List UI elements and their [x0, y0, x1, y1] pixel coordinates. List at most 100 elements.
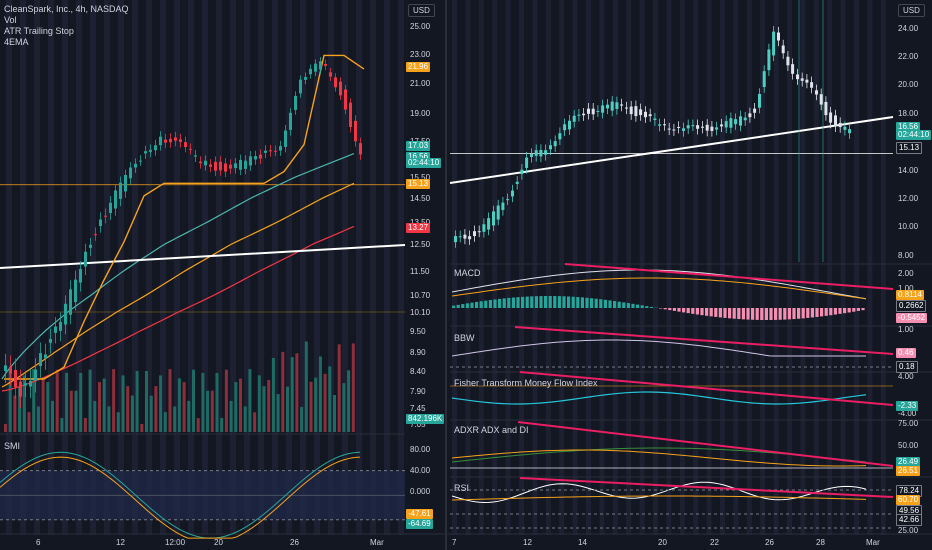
candle-body	[667, 128, 671, 130]
macd-histogram	[516, 297, 520, 308]
session-band	[545, 0, 551, 535]
candle-body	[601, 105, 605, 113]
indicator-4ema[interactable]: 4EMA	[4, 37, 29, 47]
volume-bar	[154, 386, 158, 432]
left-axis-tick: 7.05	[410, 420, 426, 429]
macd-histogram	[599, 299, 603, 308]
trend-line-left	[0, 244, 406, 269]
macd-histogram	[774, 308, 778, 320]
macd-histogram	[663, 308, 667, 310]
volume-bar	[196, 418, 200, 432]
volume-bar	[224, 369, 228, 432]
price-tag: 16.56	[406, 152, 431, 162]
volume-bar	[55, 369, 59, 432]
macd-histogram	[833, 308, 837, 315]
indicator-vol[interactable]: Vol	[4, 15, 17, 25]
volume-bar	[323, 373, 327, 432]
volume-bar	[234, 382, 238, 432]
candle-body	[119, 182, 122, 199]
smi-tag: -47.61	[406, 509, 433, 519]
right-axis-tick: 10.00	[898, 222, 919, 232]
bbw-label[interactable]: BBW	[454, 333, 475, 343]
volume-bar	[262, 386, 266, 432]
macd-histogram	[567, 296, 571, 308]
macd-histogram	[824, 308, 828, 316]
time-tick: 20	[214, 538, 223, 547]
candle-body	[800, 78, 804, 81]
smi-label[interactable]: SMI	[4, 441, 21, 451]
candle-body	[159, 136, 162, 146]
fisher-line	[451, 391, 867, 405]
candle-body	[79, 269, 82, 283]
fisher-tick: -4.00	[898, 409, 917, 418]
session-band	[492, 0, 498, 535]
candle-body	[582, 113, 586, 116]
candle-body	[639, 109, 643, 116]
candle-body	[653, 118, 657, 121]
macd-histogram	[484, 300, 488, 308]
left-axis-tick: 14.50	[410, 194, 431, 203]
candle-body	[124, 175, 127, 192]
candle-body	[781, 45, 785, 54]
macd-label[interactable]: MACD	[454, 268, 481, 278]
right-axis-tick: 8.00	[898, 250, 914, 260]
candle-body	[539, 149, 543, 157]
candle-body	[29, 380, 32, 387]
adx-label[interactable]: ADXR ADX and DI	[454, 425, 529, 435]
candle-body	[349, 102, 352, 127]
rsi-label[interactable]: RSI	[454, 483, 470, 493]
candle-body	[724, 121, 728, 128]
volume-bar	[248, 369, 252, 432]
currency-left[interactable]: USD	[408, 4, 435, 17]
candle-body	[229, 164, 232, 169]
candle-body	[572, 115, 576, 122]
session-band	[706, 0, 712, 535]
macd-histogram	[562, 296, 566, 308]
macd-histogram	[617, 301, 621, 308]
session-band	[679, 0, 685, 535]
session-band	[118, 0, 124, 535]
candle-body	[834, 115, 837, 127]
macd-histogram	[843, 308, 847, 314]
candle-body	[791, 64, 795, 74]
candle-body	[762, 71, 766, 87]
session-band	[693, 0, 699, 535]
session-band	[230, 0, 236, 535]
indicator-atr[interactable]: ATR Trailing Stop	[4, 26, 74, 36]
candle-body	[24, 383, 27, 386]
candle-body	[314, 63, 317, 72]
volume-bar	[201, 372, 205, 432]
macd-histogram	[778, 308, 782, 320]
rsi-tag: 42.66	[896, 514, 923, 526]
candle-body	[4, 365, 7, 371]
volume-bar	[79, 372, 83, 432]
session-band	[586, 0, 591, 535]
macd-histogram	[626, 303, 630, 308]
session-band	[384, 0, 390, 535]
currency-right[interactable]: USD	[898, 4, 925, 17]
price-tag: 21.96	[406, 62, 431, 72]
candle-body	[214, 161, 217, 171]
volume-bar	[300, 407, 304, 432]
session-band	[465, 0, 471, 535]
fisher-tag: -2.33	[896, 401, 919, 411]
macd-histogram	[737, 308, 741, 320]
candle-body	[64, 303, 67, 325]
macd-histogram	[622, 302, 626, 308]
candle-body	[677, 126, 681, 128]
candle-body	[805, 79, 809, 83]
macd-tick: 1.00	[898, 284, 914, 293]
candle-body	[9, 366, 12, 374]
candle-body	[324, 64, 327, 66]
volume-bar	[46, 382, 50, 432]
volume-bar	[309, 381, 313, 432]
volume-bar	[4, 424, 7, 432]
time-tick: 22	[710, 538, 719, 547]
macd-histogram	[709, 308, 713, 317]
left-axis-tick: 19.00	[410, 109, 431, 118]
fisher-label[interactable]: Fisher Transform Money Flow Index	[454, 378, 598, 388]
volume-bar	[192, 369, 195, 432]
candle-body	[563, 124, 567, 131]
adx-tag: 26.49	[896, 457, 921, 467]
candle-body	[477, 231, 481, 233]
